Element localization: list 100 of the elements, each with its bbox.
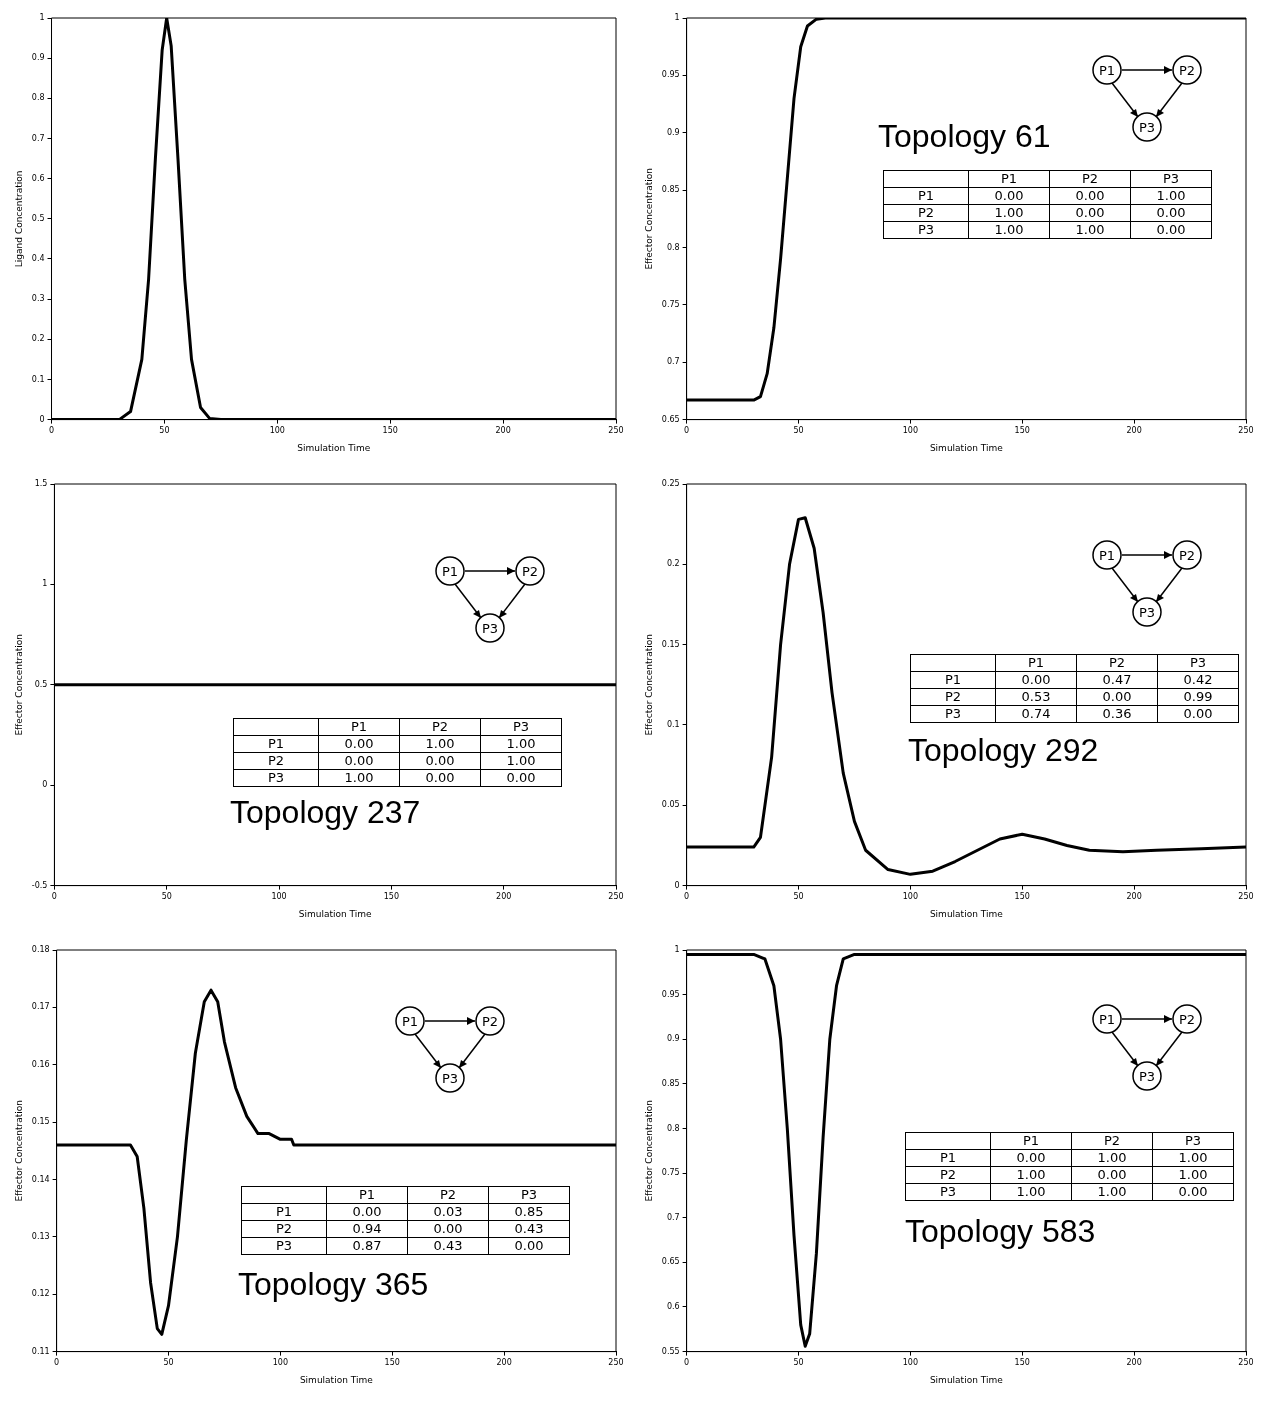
x-tick-label: 150 (1014, 426, 1030, 436)
annotation: 1.00 (480, 752, 562, 770)
x-tick-label: 0 (54, 1358, 60, 1368)
annotation: 1.00 (1071, 1183, 1153, 1201)
annotation: 1.00 (318, 769, 400, 787)
y-tick-label: 0 (39, 414, 45, 424)
x-tick-label: 50 (161, 892, 172, 902)
annotation: P1 (990, 1132, 1072, 1150)
y-tick-label: 0 (42, 780, 48, 790)
x-tick-label: 250 (608, 1358, 624, 1368)
annotation: P1 (910, 671, 996, 689)
x-tick-label: 150 (1014, 1358, 1030, 1368)
x-tick-label: 250 (1238, 892, 1254, 902)
text: P2 (1178, 548, 1196, 563)
x-axis-title: Simulation Time (298, 908, 373, 919)
annotation: 1.00 (968, 204, 1050, 222)
y-tick-label: 0.1 (666, 720, 680, 730)
y-tick-label: 1.5 (34, 479, 48, 489)
y-tick-label: 1 (674, 13, 680, 23)
annotation: P1 (995, 654, 1077, 672)
annotation: P1 (968, 170, 1050, 188)
annotation: P3 (1130, 170, 1212, 188)
y-tick-label: 1 (39, 13, 45, 23)
y-axis-title: Effector Concentration (643, 633, 654, 736)
y-tick-label: 0.15 (661, 639, 680, 649)
text: P3 (441, 1071, 459, 1086)
y-tick-label: 0.75 (661, 1168, 680, 1178)
annotation: 0.00 (1152, 1183, 1234, 1201)
annotation: 0.00 (990, 1149, 1072, 1167)
text: P2 (521, 564, 539, 579)
y-tick-label: 0.2 (31, 334, 45, 344)
y-tick-label: 1 (674, 945, 680, 955)
x-tick-label: 50 (793, 892, 804, 902)
y-tick-label: 0.4 (31, 254, 45, 264)
x-tick-label: 50 (159, 426, 170, 436)
text: P3 (1138, 1069, 1156, 1084)
y-tick-label: 0.85 (661, 185, 680, 195)
annotation: Topology 583 (905, 1213, 1096, 1249)
annotation: P3 (241, 1237, 327, 1255)
annotation: 0.00 (407, 1220, 489, 1238)
annotation: 1.00 (399, 735, 481, 753)
annotation: 1.00 (1130, 187, 1212, 205)
annotation: 1.00 (480, 735, 562, 753)
text: P3 (481, 621, 499, 636)
y-tick-label: 0.13 (31, 1231, 50, 1241)
annotation: P3 (1152, 1132, 1234, 1150)
annotation: 0.00 (318, 735, 400, 753)
annotation: P3 (480, 718, 562, 736)
y-tick-label: 0.7 (666, 357, 680, 367)
annotation: 0.00 (995, 671, 1077, 689)
y-axis-title: Effector Concentration (643, 1099, 654, 1202)
y-tick-label: 0.75 (661, 299, 680, 309)
annotation: 0.00 (399, 769, 481, 787)
annotation: Topology 365 (238, 1266, 429, 1302)
x-axis-title: Simulation Time (929, 908, 1004, 919)
annotation: 0.00 (480, 769, 562, 787)
text: P1 (1098, 1012, 1116, 1027)
y-axis-title: Effector Concentration (13, 633, 24, 736)
annotation: 0.00 (1071, 1166, 1153, 1184)
x-tick-label: 200 (496, 1358, 512, 1368)
y-axis-title: Effector Concentration (13, 1099, 24, 1202)
annotation: P2 (407, 1186, 489, 1204)
y-tick-label: 0.8 (666, 242, 680, 252)
y-tick-label: 0.95 (661, 70, 680, 80)
x-tick-label: 200 (496, 892, 512, 902)
x-tick-label: 0 (51, 892, 57, 902)
x-tick-label: 0 (684, 426, 690, 436)
annotation: P3 (233, 769, 319, 787)
y-tick-label: 0.3 (31, 294, 45, 304)
y-tick-label: 0.65 (661, 414, 680, 424)
y-tick-label: 0.17 (31, 1002, 50, 1012)
annotation: P2 (399, 718, 481, 736)
y-tick-label: 0.95 (661, 989, 680, 999)
y-tick-label: 0.9 (31, 53, 45, 63)
x-tick-label: 100 (269, 426, 285, 436)
y-tick-label: 0.55 (661, 1346, 680, 1356)
annotation: Topology 292 (908, 732, 1099, 768)
x-tick-label: 150 (1014, 892, 1030, 902)
annotation: P2 (1076, 654, 1158, 672)
text: P1 (441, 564, 459, 579)
annotation: P3 (488, 1186, 570, 1204)
text: P1 (1098, 548, 1116, 563)
annotation: 1.00 (1152, 1166, 1234, 1184)
annotation: 1.00 (1071, 1149, 1153, 1167)
x-tick-label: 50 (793, 1358, 804, 1368)
y-tick-label: 0.11 (31, 1346, 50, 1356)
x-tick-label: 250 (608, 892, 624, 902)
y-tick-label: 0.9 (666, 1034, 680, 1044)
x-tick-label: 250 (1238, 426, 1254, 436)
annotation: P1 (905, 1149, 991, 1167)
text: P2 (1178, 63, 1196, 78)
y-tick-label: -0.5 (31, 880, 48, 890)
x-tick-label: 150 (384, 1358, 400, 1368)
x-axis-title: Simulation Time (297, 442, 371, 453)
text: P1 (1098, 63, 1116, 78)
y-tick-label: 0.8 (666, 1123, 680, 1133)
y-tick-label: 0.15 (31, 1117, 50, 1127)
annotation: P2 (233, 752, 319, 770)
annotation: P1 (883, 187, 969, 205)
x-tick-label: 200 (1126, 426, 1142, 436)
